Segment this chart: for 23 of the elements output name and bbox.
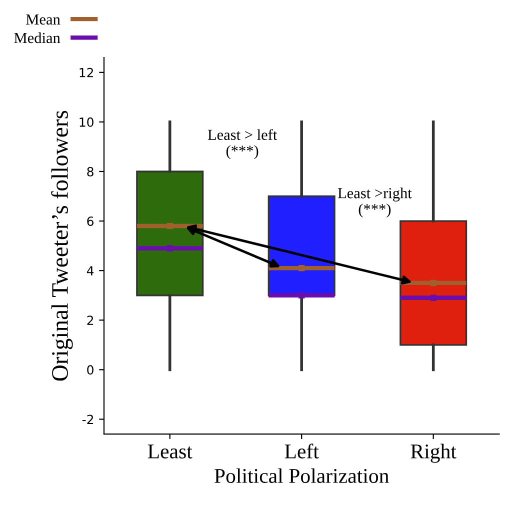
- point: [430, 294, 436, 301]
- point: [166, 222, 173, 230]
- x-tick-label: Least: [148, 444, 192, 458]
- y-tick-label: 10: [80, 117, 94, 127]
- y-tick-label: 0: [87, 365, 94, 375]
- annotation: Least >right (***): [338, 188, 412, 218]
- y-axis-title: Original Tweeter’s followers: [51, 110, 73, 381]
- legend-label: Median: [14, 32, 60, 44]
- point: [298, 265, 305, 272]
- annotation: Least > left (***): [208, 129, 278, 160]
- y-tick-label: 8: [87, 166, 94, 176]
- point: [166, 245, 173, 252]
- y-tick-label: 2: [87, 316, 94, 325]
- y-tick-label: 4: [86, 266, 94, 276]
- point: [430, 280, 436, 286]
- y-tick-label: 6: [87, 216, 94, 226]
- x-tick-label: Right: [410, 444, 456, 463]
- point: [298, 292, 305, 298]
- x-axis-title: Political Polarization: [214, 468, 389, 483]
- x-tick-label: Left: [284, 444, 319, 458]
- y-tick-label: -2: [82, 414, 94, 424]
- legend-label: Mean: [26, 14, 60, 25]
- y-tick-label: 12: [80, 68, 94, 78]
